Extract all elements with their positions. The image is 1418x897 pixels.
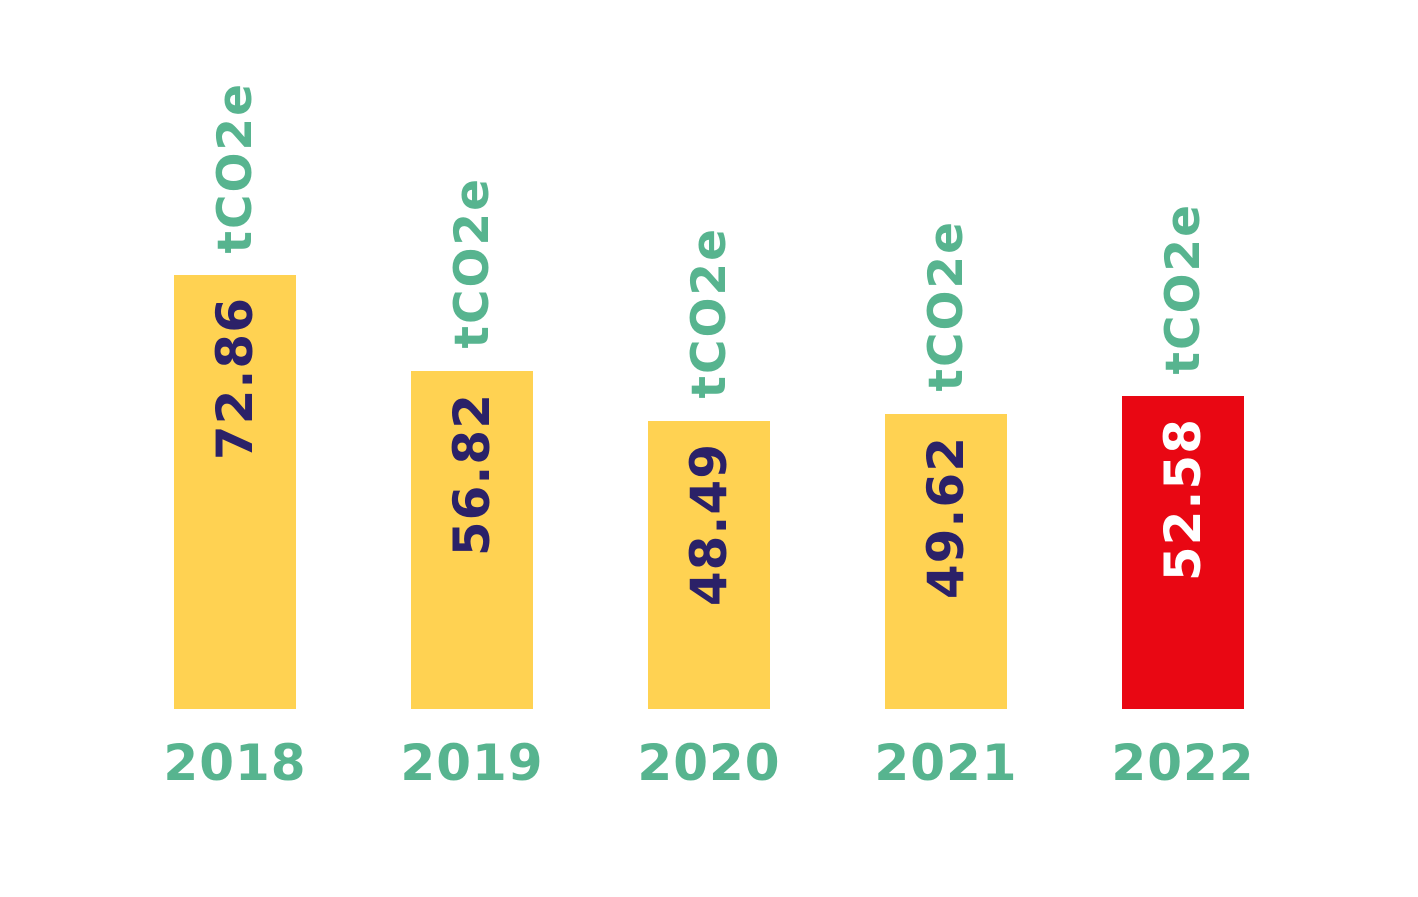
x-axis-label-2021: 2021 <box>874 734 1018 792</box>
bar-value-label: 72.86 <box>206 297 264 461</box>
x-axis-label-2020: 2020 <box>637 734 781 792</box>
unit-label: tCO2e <box>918 220 974 392</box>
bar-2021: 49.62 <box>885 413 1007 709</box>
bar-column-2018: tCO2e 72.86 2018 <box>163 81 305 791</box>
bar-2020: 48.49 <box>648 420 770 709</box>
x-axis-label-2019: 2019 <box>400 734 544 792</box>
bar-2022: 52.58 <box>1122 396 1244 709</box>
bar-column-2019: tCO2e 56.82 2019 <box>400 177 542 791</box>
bar-2018: 72.86 <box>174 275 296 709</box>
bar-column-2020: tCO2e 48.49 2020 <box>637 227 779 791</box>
bar-value-label: 49.62 <box>917 435 975 599</box>
unit-label: tCO2e <box>444 177 500 349</box>
unit-label: tCO2e <box>1155 202 1211 375</box>
x-axis-label-2018: 2018 <box>163 734 307 792</box>
x-axis-label-2022: 2022 <box>1111 734 1255 792</box>
bar-column-2022: tCO2e 52.58 2022 <box>1111 202 1253 791</box>
bar-column-2021: tCO2e 49.62 2021 <box>874 220 1016 791</box>
unit-label: tCO2e <box>681 227 737 399</box>
bar-value-label: 48.49 <box>680 442 738 606</box>
bar-value-label: 56.82 <box>443 392 501 557</box>
unit-label: tCO2e <box>207 81 263 254</box>
bar-2019: 56.82 <box>411 370 533 709</box>
bar-value-label: 52.58 <box>1154 418 1212 582</box>
